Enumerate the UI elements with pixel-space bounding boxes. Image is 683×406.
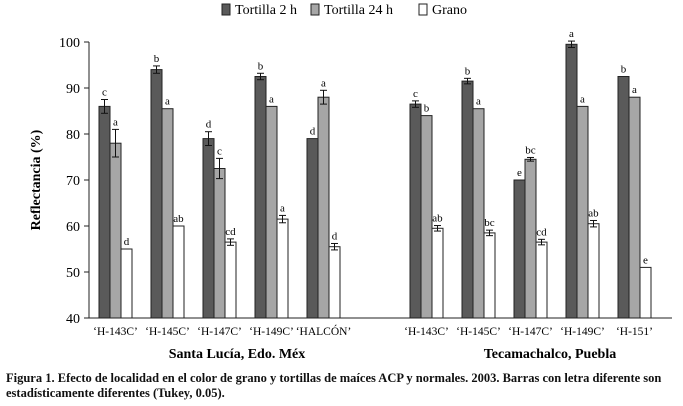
significance-letter: b	[258, 60, 264, 72]
significance-letter: b	[465, 65, 471, 77]
x-tick-label: ‘H-151’	[616, 326, 653, 338]
y-tick-label: 100	[59, 36, 80, 51]
bar	[161, 108, 174, 319]
significance-letter: b	[621, 64, 627, 76]
bar	[576, 105, 589, 319]
x-tick-label: ‘H-149C’	[249, 326, 294, 338]
bar	[431, 227, 444, 319]
bar	[213, 168, 226, 319]
x-tick-label: ‘H-147C’	[508, 326, 553, 338]
significance-letter: d	[310, 126, 316, 138]
significance-letter: bc	[525, 144, 536, 156]
significance-letter: a	[632, 84, 637, 96]
bar	[254, 76, 267, 319]
bar	[150, 69, 163, 319]
legend-swatch	[310, 3, 320, 16]
x-tick-label: ‘H-147C’	[197, 326, 242, 338]
x-tick-label: ‘HALCÓN’	[296, 324, 352, 338]
bar	[409, 103, 422, 319]
bar	[420, 115, 433, 319]
bar	[328, 246, 341, 319]
y-tick-label: 70	[66, 174, 80, 189]
significance-letter: a	[476, 96, 481, 108]
x-tick-label: ‘H-143C’	[404, 326, 449, 338]
location-label: Santa Lucía, Edo. Méx	[169, 347, 306, 362]
bar	[617, 76, 630, 319]
bar	[524, 158, 537, 319]
significance-letter: c	[102, 87, 107, 99]
legend-swatch	[418, 3, 428, 16]
bar	[587, 223, 600, 319]
bar	[628, 96, 641, 319]
bar	[109, 142, 122, 319]
bar-chart: 40 50 60 70 80 90 100 Reflectancia (%) Tortilla …	[29, 3, 672, 362]
y-tick-label: 50	[66, 266, 80, 281]
x-tick-label: ‘H-145C’	[145, 326, 190, 338]
significance-letter: a	[280, 202, 285, 214]
bar	[472, 108, 485, 319]
bar	[513, 179, 526, 319]
bar	[483, 232, 496, 319]
bar	[172, 225, 185, 319]
bar	[535, 241, 548, 319]
legend-swatch	[221, 3, 231, 16]
x-tick-label: ‘H-143C’	[93, 326, 138, 338]
significance-letter: a	[569, 28, 574, 40]
significance-letter: a	[321, 77, 326, 89]
bar	[265, 105, 278, 319]
significance-letter: a	[269, 93, 274, 105]
bar	[461, 80, 474, 319]
significance-letter: ab	[432, 213, 443, 225]
significance-letter: d	[124, 236, 130, 248]
significance-letter: d	[332, 230, 338, 242]
location-label: Tecamachalco, Puebla	[484, 347, 616, 362]
significance-letter: e	[643, 254, 648, 266]
bar	[639, 266, 652, 319]
bar	[202, 138, 215, 319]
y-axis-title: Reflectancia (%)	[29, 129, 44, 230]
significance-letter: b	[424, 103, 430, 115]
significance-letter: cd	[225, 226, 236, 238]
bar	[565, 43, 578, 319]
y-tick-label: 60	[66, 220, 80, 235]
significance-letter: c	[413, 88, 418, 100]
legend-label: Grano	[432, 3, 467, 18]
significance-letter: b	[154, 53, 160, 65]
y-tick-label: 90	[66, 82, 80, 97]
bar	[317, 96, 330, 319]
significance-letter: a	[113, 116, 118, 128]
bar	[120, 248, 133, 319]
legend-label: Tortilla 2 h	[235, 3, 297, 18]
significance-letter: ab	[173, 213, 184, 225]
significance-letter: cd	[536, 226, 547, 238]
figure-caption: Figura 1. Efecto de localidad en el colo…	[6, 371, 662, 400]
bar	[224, 241, 237, 319]
bar	[276, 218, 289, 319]
significance-letter: a	[580, 93, 585, 105]
significance-letter: a	[165, 96, 170, 108]
significance-letter: ab	[588, 207, 599, 219]
significance-letter: bc	[484, 217, 495, 229]
legend-label: Tortilla 24 h	[324, 3, 393, 18]
x-tick-label: ‘H-145C’	[456, 326, 501, 338]
bar	[98, 105, 111, 319]
significance-letter: c	[217, 145, 222, 157]
x-tick-label: ‘H-149C’	[560, 326, 605, 338]
y-tick-label: 40	[66, 312, 80, 327]
bar	[306, 138, 319, 319]
significance-letter: d	[206, 119, 212, 131]
y-tick-label: 80	[66, 128, 80, 143]
significance-letter: e	[517, 167, 522, 179]
